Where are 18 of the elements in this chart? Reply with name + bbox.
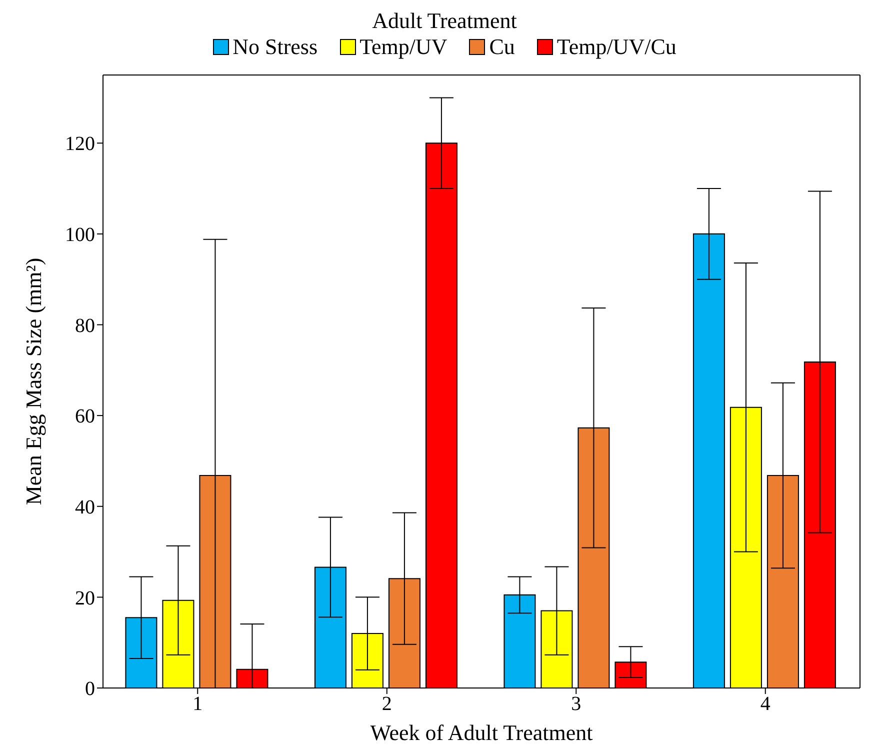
legend-label: Cu: [488, 34, 515, 60]
x-axis-title: Week of Adult Treatment: [370, 720, 593, 745]
y-tick-label: 60: [75, 406, 95, 428]
legend-label: No Stress: [232, 34, 318, 60]
legend-label: Temp/UV/Cu: [556, 34, 676, 60]
legend-title: Adult Treatment: [371, 8, 518, 34]
legend-label: Temp/UV: [358, 34, 448, 60]
y-tick-label: 80: [75, 314, 95, 337]
x-tick-label: 2: [382, 693, 392, 716]
x-tick-label: 1: [192, 693, 203, 716]
y-axis-title: Mean Egg Mass Size (mm²): [20, 258, 46, 506]
y-tick-label: 40: [75, 496, 95, 518]
y-tick-label: 20: [75, 587, 95, 610]
x-tick-label: 4: [760, 693, 770, 716]
y-tick-label: 100: [65, 224, 95, 246]
x-tick-label: 3: [571, 693, 582, 716]
y-tick-label: 0: [85, 678, 95, 700]
y-tick-label: 120: [65, 133, 95, 156]
